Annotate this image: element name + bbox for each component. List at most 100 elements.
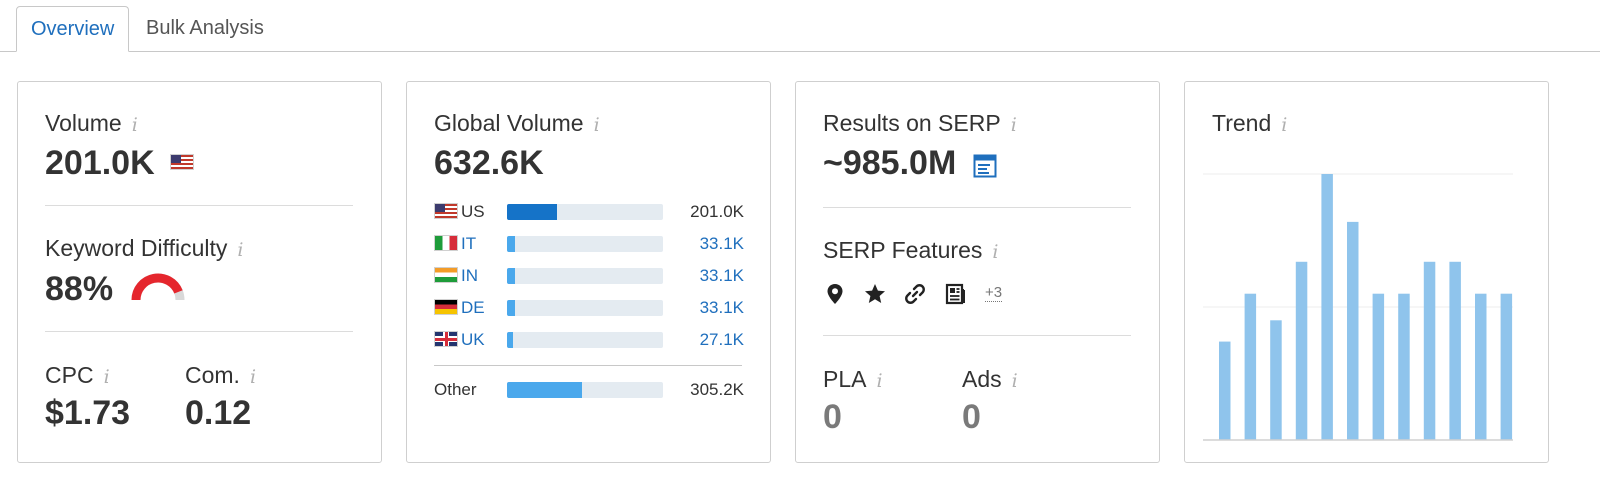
divider bbox=[45, 205, 353, 206]
keyword-difficulty-info-icon[interactable]: i bbox=[237, 239, 244, 261]
keyword-difficulty-value: 88% bbox=[45, 270, 114, 308]
trend-bar[interactable] bbox=[1270, 320, 1282, 440]
volume-share-bar bbox=[507, 236, 663, 252]
trend-bar[interactable] bbox=[1500, 293, 1513, 440]
volume-heading: Volume i bbox=[45, 110, 138, 137]
cpc-heading: CPC i bbox=[45, 362, 110, 389]
trend-bar[interactable] bbox=[1321, 174, 1333, 440]
volume-info-icon[interactable]: i bbox=[131, 114, 138, 136]
cpc-info-icon[interactable]: i bbox=[103, 366, 110, 388]
serp-card: Results on SERP i ~985.0M SERP Features i bbox=[795, 81, 1160, 463]
other-label: Other bbox=[434, 380, 477, 399]
volume-share-bar bbox=[507, 382, 663, 398]
serp-features-label: SERP Features bbox=[823, 237, 983, 263]
other-volume: 305.2K bbox=[690, 380, 744, 399]
it-flag-icon bbox=[434, 235, 458, 251]
volume-label: Volume bbox=[45, 110, 122, 136]
com-heading: Com. i bbox=[185, 362, 256, 389]
map-pin-icon[interactable] bbox=[823, 282, 847, 306]
global-volume-label: Global Volume bbox=[434, 110, 584, 136]
country-volume[interactable]: 27.1K bbox=[699, 330, 744, 349]
country-row-uk[interactable]: UK 27.1K bbox=[434, 328, 744, 352]
country-code[interactable]: UK bbox=[461, 330, 485, 349]
country-volume: 201.0K bbox=[690, 202, 744, 221]
trend-bar[interactable] bbox=[1423, 261, 1436, 440]
cpc-label: CPC bbox=[45, 362, 94, 388]
country-row-in[interactable]: IN 33.1K bbox=[434, 264, 744, 288]
trend-bar[interactable] bbox=[1219, 341, 1231, 440]
country-code[interactable]: IN bbox=[461, 266, 478, 285]
country-code[interactable]: DE bbox=[461, 298, 485, 317]
de-flag-icon bbox=[434, 299, 458, 315]
global-volume-card: Global Volume i 632.6K US 201.0K IT 33.1K… bbox=[406, 81, 771, 463]
ads-info-icon[interactable]: i bbox=[1011, 370, 1018, 392]
us-flag-icon bbox=[434, 203, 458, 219]
divider bbox=[823, 335, 1131, 336]
volume-card: Volume i 201.0K Keyword Difficulty i 88% C… bbox=[17, 81, 382, 463]
country-row-other: Other 305.2K bbox=[434, 378, 744, 402]
country-volume[interactable]: 33.1K bbox=[699, 266, 744, 285]
trend-label: Trend bbox=[1212, 110, 1272, 136]
trend-info-icon[interactable]: i bbox=[1281, 114, 1288, 136]
star-icon[interactable] bbox=[863, 282, 887, 306]
country-row-de[interactable]: DE 33.1K bbox=[434, 296, 744, 320]
cpc-value: $1.73 bbox=[45, 394, 131, 432]
volume-share-bar bbox=[507, 268, 663, 284]
country-code[interactable]: IT bbox=[461, 234, 477, 253]
results-on-serp-info-icon[interactable]: i bbox=[1010, 114, 1017, 136]
serp-features-heading: SERP Features i bbox=[823, 237, 998, 264]
trend-heading: Trend i bbox=[1212, 110, 1287, 137]
serp-features-info-icon[interactable]: i bbox=[992, 241, 999, 263]
tab-overview[interactable]: Overview bbox=[16, 6, 130, 52]
link-icon[interactable] bbox=[903, 282, 927, 306]
divider bbox=[823, 207, 1131, 208]
divider bbox=[45, 331, 353, 332]
com-info-icon[interactable]: i bbox=[249, 366, 257, 388]
pla-info-icon[interactable]: i bbox=[876, 370, 883, 392]
news-icon[interactable] bbox=[943, 282, 967, 306]
country-volume[interactable]: 33.1K bbox=[699, 298, 744, 317]
com-label: Com. bbox=[185, 362, 240, 388]
volume-value-row: 201.0K bbox=[45, 144, 195, 183]
trend-bar[interactable] bbox=[1475, 293, 1487, 440]
trend-bar[interactable] bbox=[1449, 261, 1461, 440]
country-row-it[interactable]: IT 33.1K bbox=[434, 232, 744, 256]
trend-bar[interactable] bbox=[1347, 221, 1359, 440]
tab-bar: Overview Bulk Analysis bbox=[0, 0, 1600, 52]
difficulty-gauge-icon bbox=[131, 273, 185, 301]
volume-share-bar bbox=[507, 300, 663, 316]
trend-card: Trend i bbox=[1184, 81, 1549, 463]
results-on-serp-row: ~985.0M bbox=[823, 144, 956, 183]
keyword-difficulty-label: Keyword Difficulty bbox=[45, 235, 228, 261]
volume-share-bar bbox=[507, 204, 663, 220]
pla-heading: PLA i bbox=[823, 366, 883, 393]
trend-bar[interactable] bbox=[1372, 293, 1385, 440]
serp-preview-icon[interactable] bbox=[973, 154, 997, 178]
volume-value: 201.0K bbox=[45, 144, 155, 182]
uk-flag-icon bbox=[434, 331, 458, 347]
results-on-serp-label: Results on SERP bbox=[823, 110, 1001, 136]
divider bbox=[434, 365, 742, 366]
results-on-serp-heading: Results on SERP i bbox=[823, 110, 1017, 137]
in-flag-icon bbox=[434, 267, 458, 283]
com-value: 0.12 bbox=[185, 394, 252, 432]
keyword-difficulty-heading: Keyword Difficulty i bbox=[45, 235, 243, 262]
more-serp-features-link[interactable]: +3 bbox=[985, 284, 1003, 302]
tab-bulk-analysis[interactable]: Bulk Analysis bbox=[146, 17, 264, 39]
global-volume-heading: Global Volume i bbox=[434, 110, 600, 137]
ads-value: 0 bbox=[962, 398, 981, 436]
ads-label: Ads bbox=[962, 366, 1002, 392]
trend-bar[interactable] bbox=[1244, 293, 1257, 440]
trend-bar[interactable] bbox=[1295, 261, 1308, 440]
ads-heading: Ads i bbox=[962, 366, 1018, 393]
global-volume-info-icon[interactable]: i bbox=[593, 114, 600, 136]
us-flag-icon bbox=[170, 154, 195, 170]
country-volume[interactable]: 33.1K bbox=[699, 234, 744, 253]
country-code: US bbox=[461, 202, 485, 221]
country-row-us[interactable]: US 201.0K bbox=[434, 200, 744, 224]
results-on-serp-value: ~985.0M bbox=[823, 144, 957, 182]
trend-bar[interactable] bbox=[1398, 293, 1410, 440]
trend-chart bbox=[1203, 173, 1513, 441]
global-volume-value: 632.6K bbox=[434, 144, 544, 182]
volume-share-bar bbox=[507, 332, 663, 348]
